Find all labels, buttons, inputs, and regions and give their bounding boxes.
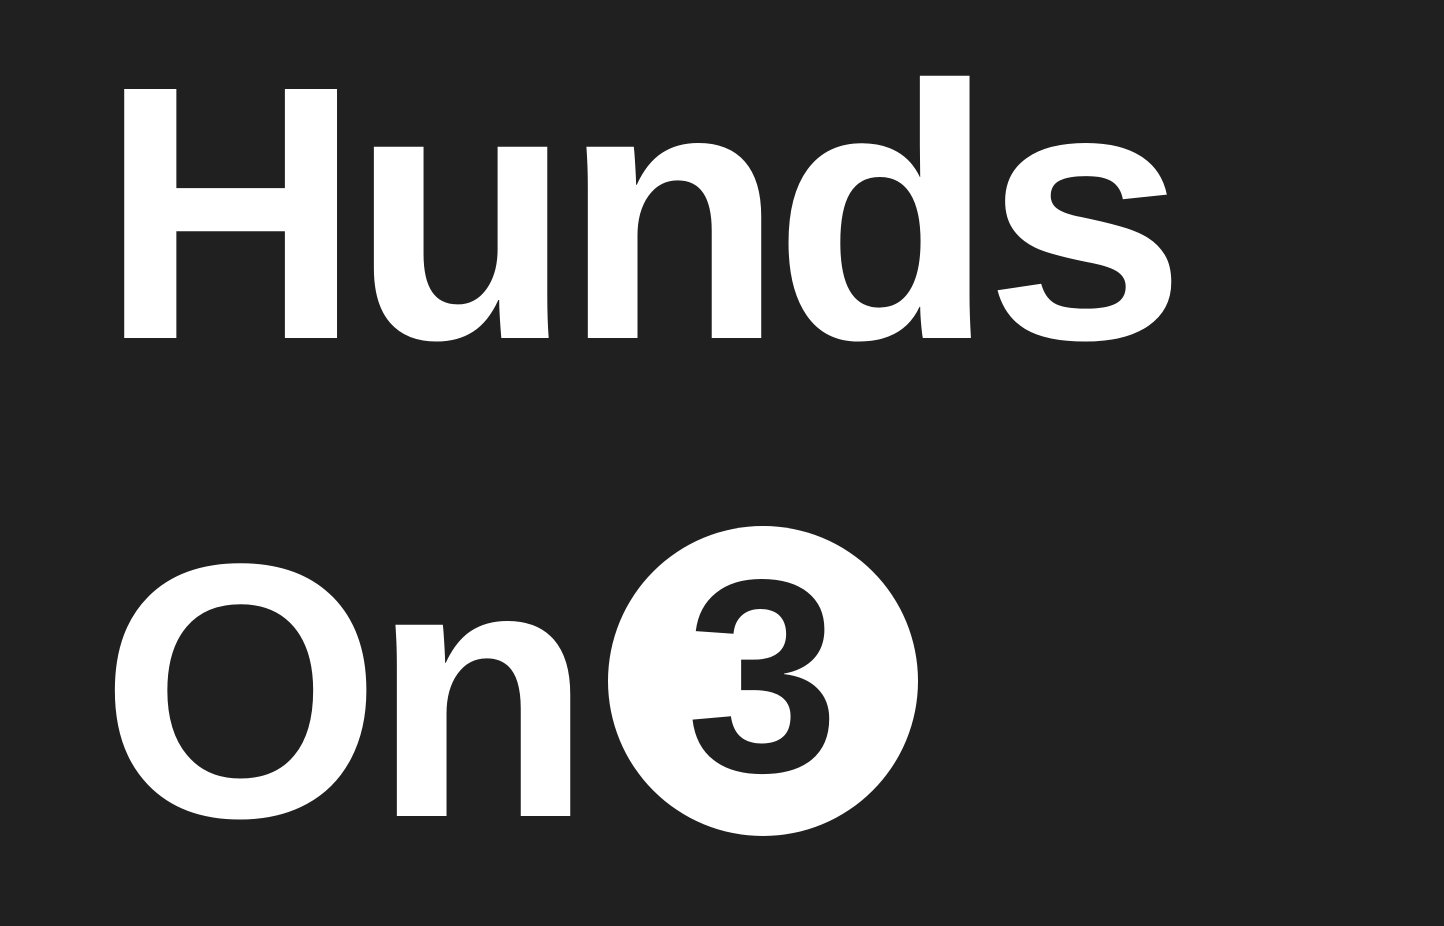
badge-number: 3 <box>686 522 840 830</box>
logo-word-hunds: Hunds <box>100 10 1186 415</box>
number-three-badge: 3 <box>607 522 918 836</box>
logo-line-2: On 3 <box>100 510 918 872</box>
logo-word-on: On <box>100 488 593 893</box>
